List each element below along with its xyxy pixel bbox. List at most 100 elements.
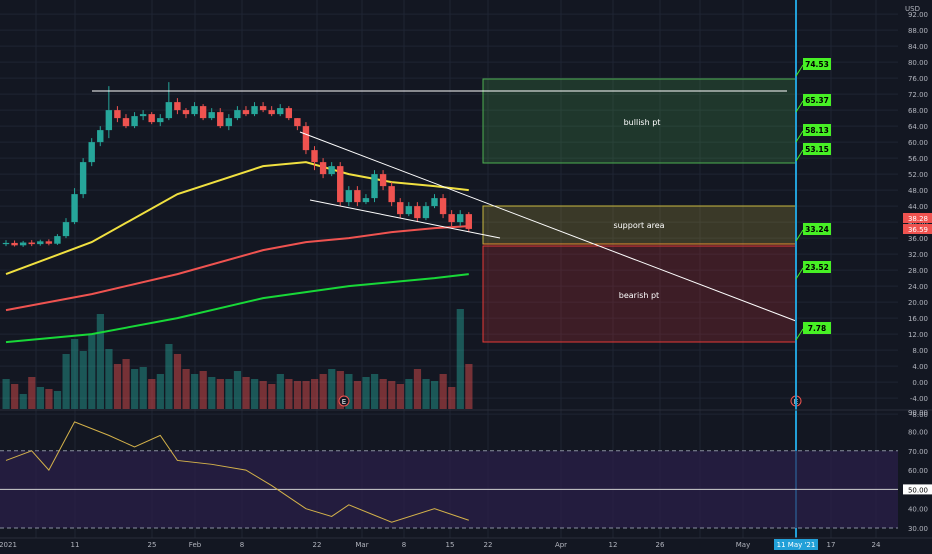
time-tick: 22 (484, 541, 493, 549)
volume-bar (156, 374, 164, 409)
candle-body (371, 174, 378, 199)
time-tick: 26 (656, 541, 665, 549)
candle-body (234, 110, 241, 119)
price-tick: 0.00 (912, 379, 928, 387)
time-tick: 2021 (0, 541, 17, 549)
volume-bar (2, 379, 10, 409)
time-tick: May (736, 541, 750, 549)
price-tick: 4.00 (912, 363, 928, 371)
price-label-pointer (795, 149, 804, 162)
candle-body (242, 110, 250, 115)
lower-trendline (309, 199, 501, 239)
candle-body (174, 102, 181, 111)
volume-bar (96, 314, 104, 409)
candle-body (259, 106, 267, 111)
candle-body (191, 106, 198, 115)
price-label: 53.15 (805, 145, 829, 154)
candle-body (11, 242, 18, 246)
volume-bar (182, 369, 190, 409)
price-label: 65.37 (805, 96, 829, 105)
volume-layer (2, 309, 473, 409)
support-zone (482, 205, 797, 245)
candle-body (225, 118, 233, 127)
volume-bar (448, 387, 456, 409)
candle-body (148, 114, 155, 123)
candle-body (157, 118, 164, 123)
volume-bar (242, 377, 250, 409)
volume-bar (71, 339, 79, 409)
bullish-zone-label: bullish pt (624, 118, 661, 127)
candle-body (379, 174, 387, 187)
price-label-box (803, 94, 831, 106)
volume-bar (422, 379, 430, 409)
bearish-zone (482, 245, 797, 343)
price-label-box (803, 143, 831, 155)
volume-bar (131, 369, 139, 409)
candle-body (337, 166, 344, 203)
volume-bar (225, 379, 233, 409)
price-tick: 92.00 (908, 11, 928, 19)
price-label-pointer (795, 267, 804, 280)
candle-body (285, 108, 293, 119)
volume-bar (276, 374, 284, 409)
currency-label: USD (905, 5, 920, 13)
candle-body (465, 214, 472, 229)
candle-body (182, 110, 190, 115)
candle-body (131, 116, 138, 127)
price-tick: 72.00 (908, 91, 928, 99)
last-price-label: 36.59 (908, 226, 928, 234)
price-tick: 12.00 (908, 331, 928, 339)
price-tick: 48.00 (908, 187, 928, 195)
volume-bar (362, 377, 370, 409)
candles[interactable] (2, 82, 472, 247)
candle-body (268, 110, 275, 115)
price-tick: 80.00 (908, 59, 928, 67)
volume-bar (79, 351, 87, 409)
candle-body (405, 206, 412, 215)
volume-bar (285, 379, 293, 409)
candle-body (62, 222, 70, 237)
volume-bar (413, 369, 422, 409)
rsi-tick: 30.00 (908, 525, 928, 533)
volume-bar (105, 349, 113, 409)
volume-bar (396, 384, 404, 409)
candle-body (362, 198, 370, 203)
time-tick: 24 (872, 541, 881, 549)
price-label: 33.24 (805, 225, 829, 234)
volume-bar (19, 394, 27, 409)
rsi-tick: 40.00 (908, 506, 928, 514)
rsi-value-label: 50.00 (908, 486, 928, 494)
last-price-box (903, 224, 932, 234)
bearish-zone-label: bearish pt (619, 291, 659, 300)
volume-bar (11, 384, 19, 409)
candle-body (88, 142, 95, 163)
candle-body (431, 198, 438, 207)
time-tick: 11 (71, 541, 80, 549)
volume-bar (88, 334, 96, 409)
time-tick: 25 (148, 541, 157, 549)
rsi-tick: 60.00 (908, 467, 928, 475)
grid-layer (0, 0, 898, 538)
candle-body (208, 112, 215, 119)
candle-body (37, 241, 44, 245)
volume-bar (311, 379, 319, 409)
price-tick: 16.00 (908, 315, 928, 323)
volume-bar (439, 374, 447, 409)
ma-line-1 (5, 225, 469, 312)
rsi-tick: 70.00 (908, 448, 928, 456)
volume-bar (456, 309, 464, 409)
candle-body (345, 190, 352, 203)
rsi-value-box (903, 484, 932, 495)
volume-bar (36, 387, 44, 409)
cursor-date-box (774, 539, 818, 550)
volume-bar (139, 367, 147, 409)
price-tick: 20.00 (908, 299, 928, 307)
price-tick: 88.00 (908, 27, 928, 35)
price-label: 58.13 (805, 126, 829, 135)
price-tick: 28.00 (908, 267, 928, 275)
candle-body (251, 106, 258, 115)
candle-body (79, 162, 87, 195)
